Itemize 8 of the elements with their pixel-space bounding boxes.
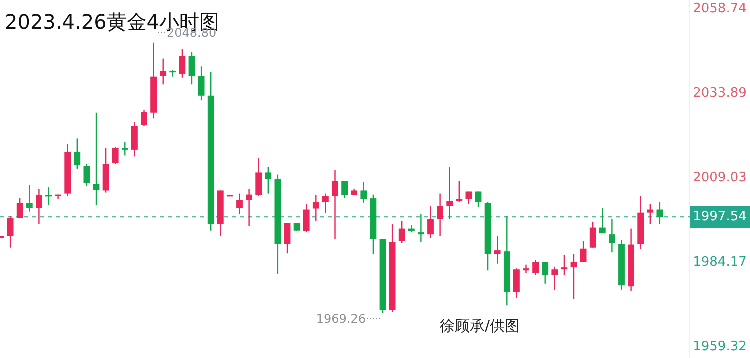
y-tick-label: 1959.32	[693, 340, 747, 355]
ref-line-label: 1997.54	[693, 210, 747, 225]
y-tick-label: 2033.89	[693, 86, 747, 102]
y-tick-label: 2009.03	[693, 170, 747, 186]
y-tick-label: 1984.17	[693, 255, 747, 270]
annotation: 徐顾承/供图	[440, 317, 520, 335]
annotation: 1969.26	[316, 312, 366, 326]
y-tick-label: 2058.74	[693, 2, 747, 17]
